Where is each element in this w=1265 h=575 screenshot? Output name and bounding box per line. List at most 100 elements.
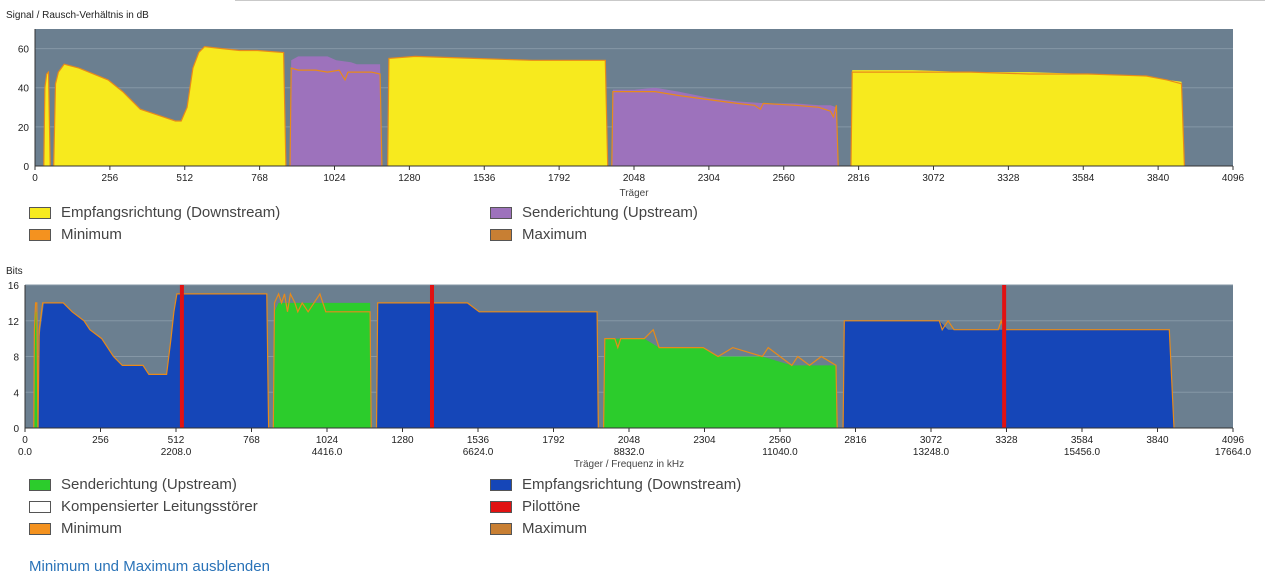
x-tick-label: 2816 [844, 435, 867, 446]
x-tick-label: 768 [243, 435, 260, 446]
legend-swatch-upstream [490, 206, 512, 219]
x-tick-label: 3072 [920, 435, 943, 446]
series-area [53, 46, 286, 166]
x-tick-label: 0 [32, 173, 38, 184]
x-tick-label: 2048 [618, 435, 641, 446]
x-freq-label: 6624.0 [463, 447, 494, 458]
minmax-line [842, 318, 1175, 429]
x-tick-label: 1280 [398, 173, 421, 184]
x-axis-label: Träger / Frequenz in kHz [574, 459, 684, 470]
snr-chart: Signal / Rausch-Verhältnis in dB 0 20 40 60 0… [6, 10, 1245, 199]
x-tick-label: 256 [92, 435, 109, 446]
y-tick-label: 16 [8, 281, 20, 292]
x-freq-label: 13248.0 [913, 447, 950, 458]
legend-bits-upstream: Senderichtung (Upstream) [29, 476, 237, 493]
x-tick-label: 2304 [698, 173, 721, 184]
minmax-line [289, 67, 383, 167]
legend-swatch-bits-downstream [490, 478, 512, 491]
series-area [38, 293, 269, 428]
pilot-tone [429, 285, 434, 428]
legend-swatch-minimum [29, 228, 51, 241]
x-tick-label: 3584 [1071, 435, 1094, 446]
minmax-line [611, 90, 839, 167]
toggle-minmax-link[interactable]: Minimum und Maximum ausblenden [29, 558, 270, 575]
series-area [376, 302, 599, 428]
x-tick-label: 2560 [773, 173, 796, 184]
bits-chart: Bits 0 4 8 12 16 0 256 512 768 1024 1280 1536 1792 204… [6, 266, 1252, 470]
legend-bits-downstream: Empfangsrichtung (Downstream) [490, 476, 741, 493]
x-tick-label: 0 [22, 435, 28, 446]
x-freq-label: 15456.0 [1064, 447, 1101, 458]
y-tick-label: 20 [18, 123, 30, 134]
minmax-line [603, 328, 838, 429]
legend-swatch-compensated [29, 500, 51, 513]
minmax-line [850, 71, 1185, 167]
x-axis-label: Träger [619, 188, 649, 199]
legend-swatch-bits-minimum [29, 522, 51, 535]
series-area [851, 70, 1185, 166]
x-tick-label: 1536 [473, 173, 496, 184]
x-tick-label: 1024 [323, 173, 346, 184]
x-tick-label: 3328 [995, 435, 1018, 446]
legend-compensated: Kompensierter Leitungsstörer [29, 498, 258, 515]
series-area [603, 338, 838, 428]
legend-label-bits-downstream: Empfangsrichtung (Downstream) [522, 476, 742, 493]
x-tick-label: 3328 [997, 173, 1020, 184]
x-tick-label: 3584 [1072, 173, 1095, 184]
x-tick-label: 2304 [693, 435, 716, 446]
series-area [843, 320, 1174, 428]
legend-label-upstream: Senderichtung (Upstream) [522, 204, 698, 221]
y-tick-label: 60 [18, 45, 30, 56]
legend-label-pilot: Pilottöne [522, 498, 581, 515]
series-area [387, 56, 608, 166]
x-tick-label: 4096 [1222, 435, 1245, 446]
legend-label-maximum: Maximum [522, 226, 588, 243]
y-tick-label: 12 [8, 317, 20, 328]
legend-swatch-pilot [490, 500, 512, 513]
x-freq-label: 11040.0 [762, 447, 798, 458]
y-tick-label: 4 [13, 388, 19, 399]
legend-swatch-maximum [490, 228, 512, 241]
legend-downstream: Empfangsrichtung (Downstream) [29, 204, 280, 221]
x-tick-label: 4096 [1222, 173, 1245, 184]
legend-label-downstream: Empfangsrichtung (Downstream) [61, 204, 281, 221]
pilot-tone [1002, 285, 1007, 428]
x-freq-label: 8832.0 [614, 447, 645, 458]
x-tick-label: 2048 [623, 173, 646, 184]
x-tick-label: 512 [176, 173, 193, 184]
legend-label-bits-upstream: Senderichtung (Upstream) [61, 476, 237, 493]
minmax-line [43, 70, 51, 167]
x-tick-label: 3840 [1147, 173, 1170, 184]
series-area [290, 56, 382, 166]
x-tick-label: 1024 [316, 435, 339, 446]
x-tick-label: 2816 [848, 173, 871, 184]
x-freq-label: 17664.0 [1215, 447, 1252, 458]
y-tick-label: 8 [13, 353, 19, 364]
x-tick-label: 768 [251, 173, 268, 184]
y-tick-label: 0 [23, 162, 29, 173]
x-tick-label: 1792 [542, 435, 565, 446]
legend-label-bits-maximum: Maximum [522, 520, 588, 537]
legend-bits-minimum: Minimum [29, 520, 122, 537]
x-tick-label: 3072 [922, 173, 945, 184]
legend-label-compensated: Kompensierter Leitungsstörer [61, 498, 258, 515]
chart-title: Bits [6, 266, 23, 277]
x-tick-label: 512 [168, 435, 185, 446]
legend-pilot: Pilottöne [490, 498, 580, 515]
minmax-line [53, 45, 287, 167]
x-tick-label: 2560 [769, 435, 792, 446]
x-freq-label: 4416.0 [312, 447, 343, 458]
series-area [273, 302, 372, 428]
legend-upstream: Senderichtung (Upstream) [490, 204, 698, 221]
x-freq-label: 0.0 [18, 447, 32, 458]
minmax-line [387, 55, 609, 167]
minmax-line [37, 293, 270, 429]
legend-maximum: Maximum [490, 226, 587, 243]
y-tick-label: 40 [18, 84, 30, 95]
legend-label-bits-minimum: Minimum [61, 520, 122, 537]
legend-swatch-downstream [29, 206, 51, 219]
x-freq-label: 2208.0 [161, 447, 192, 458]
x-tick-label: 1536 [467, 435, 490, 446]
series-area [611, 87, 839, 166]
minmax-line [33, 302, 39, 429]
